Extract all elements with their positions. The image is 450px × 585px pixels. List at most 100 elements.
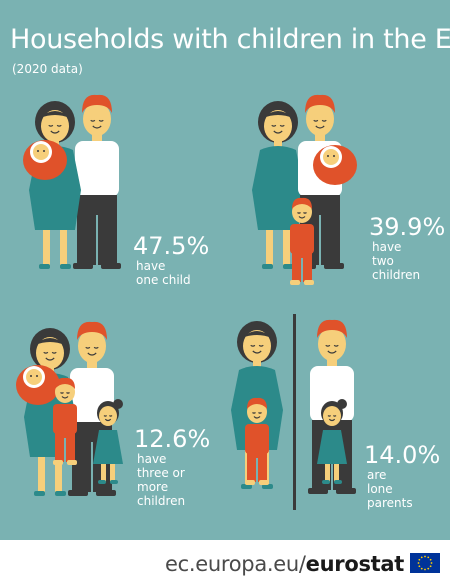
- label-line: have: [136, 259, 166, 273]
- man-hair: [77, 321, 107, 340]
- mouth: [61, 396, 69, 399]
- shoe: [241, 484, 252, 489]
- man-shirt: [75, 141, 119, 197]
- shoe: [322, 480, 330, 484]
- shoe: [60, 264, 71, 269]
- stat-two-children-label: have two children: [372, 240, 450, 282]
- eye: [43, 351, 49, 354]
- label-line: one child: [136, 273, 191, 287]
- mouth: [253, 416, 261, 419]
- leg: [55, 457, 62, 493]
- label-line: two: [372, 254, 394, 268]
- shoe: [68, 490, 88, 496]
- eye: [258, 412, 262, 414]
- flag-star: [418, 565, 421, 568]
- shoe: [290, 280, 300, 285]
- leg: [60, 230, 67, 266]
- mouth: [315, 125, 325, 129]
- chart-subtitle: (2020 data): [12, 62, 83, 76]
- baby-face: [33, 144, 49, 160]
- chart-title: Households with children in the EU: [10, 24, 450, 55]
- woman-head: [264, 110, 292, 142]
- baby-face: [26, 369, 42, 385]
- woman-head: [243, 330, 271, 362]
- lone-parents-icon: [231, 319, 356, 494]
- label-line: are: [367, 468, 387, 482]
- footer-site: ec.europa.eu/: [165, 552, 306, 576]
- eye: [56, 124, 62, 127]
- leg: [266, 230, 273, 266]
- shoe: [324, 263, 344, 269]
- girl-head: [323, 406, 341, 426]
- label-line: more: [137, 480, 169, 494]
- flag-star: [427, 556, 430, 559]
- fringe: [242, 331, 272, 338]
- label-line: have: [372, 240, 402, 254]
- shoe: [304, 280, 314, 285]
- flag-star: [418, 558, 421, 561]
- family-two-children-icon: [252, 94, 357, 285]
- girl-head: [99, 406, 117, 426]
- divider-line: [293, 314, 296, 510]
- baby-eye: [43, 150, 45, 152]
- leg: [283, 230, 290, 266]
- shoe: [336, 488, 356, 494]
- shoe: [308, 488, 328, 494]
- flag-star: [429, 558, 432, 561]
- man-head: [306, 102, 334, 136]
- baby-eye: [327, 155, 329, 157]
- shoe: [55, 491, 66, 496]
- eye: [258, 344, 264, 347]
- eye: [90, 119, 96, 122]
- leg: [43, 230, 50, 266]
- label-line: children: [372, 268, 421, 282]
- shoe: [110, 480, 118, 484]
- flag-star: [430, 562, 433, 564]
- fringe: [35, 338, 65, 345]
- stat-three-children-label: have three or more children: [137, 452, 217, 508]
- flag-star: [429, 565, 432, 568]
- leg-gap: [96, 215, 98, 265]
- flag-star: [420, 567, 423, 570]
- shoe: [262, 484, 273, 489]
- baby-eye: [36, 375, 38, 377]
- eye: [60, 392, 64, 394]
- eye: [66, 392, 70, 394]
- shoe: [98, 480, 106, 484]
- girl-dress: [317, 430, 347, 464]
- eu-flag-icon: [410, 553, 440, 573]
- eye: [103, 415, 108, 417]
- footer-link[interactable]: ec.europa.eu/eurostat: [165, 552, 404, 576]
- label-line: lone: [367, 482, 393, 496]
- stat-one-child-label: have one child: [136, 259, 216, 287]
- shoe: [101, 263, 121, 269]
- man-hair: [305, 94, 335, 113]
- label-line: have: [137, 452, 167, 466]
- shoe: [262, 264, 273, 269]
- leg-gap: [331, 440, 333, 490]
- baby-eye: [37, 150, 39, 152]
- shoe: [73, 263, 93, 269]
- boy-shirt: [53, 404, 77, 434]
- mouth: [328, 418, 336, 422]
- eye: [85, 346, 91, 349]
- stat-two-children-value: 39.9%: [369, 213, 446, 241]
- baby-face: [323, 149, 339, 165]
- mouth: [87, 352, 97, 356]
- leg: [38, 457, 45, 493]
- eye: [325, 344, 331, 347]
- leg-gap: [64, 438, 66, 462]
- boy-head: [55, 381, 75, 403]
- label-line: parents: [367, 496, 413, 510]
- stat-lone-parents-value: 14.0%: [364, 441, 441, 469]
- mouth: [252, 350, 262, 354]
- flag-star: [417, 562, 420, 564]
- eye: [332, 415, 337, 417]
- shoe: [53, 460, 63, 465]
- eye: [297, 212, 301, 214]
- eye: [279, 124, 285, 127]
- leg-gap: [301, 258, 303, 282]
- woman-dress: [252, 146, 304, 230]
- mouth: [104, 418, 112, 422]
- mouth: [273, 130, 283, 134]
